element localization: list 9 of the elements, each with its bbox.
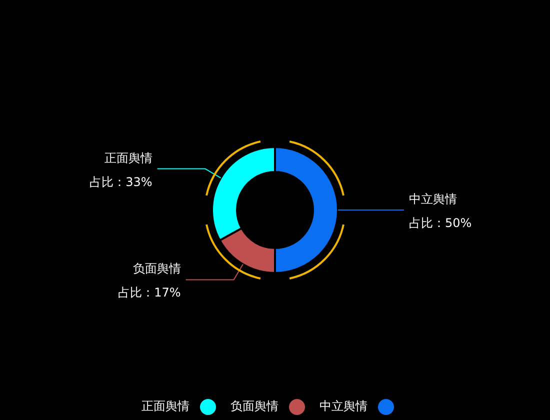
legend-label: 负面舆情	[230, 398, 278, 415]
slice-label: 负面舆情	[132, 262, 181, 276]
legend-label: 正面舆情	[142, 398, 190, 415]
slice-label: 中立舆情	[409, 192, 457, 206]
slice-label: 正面舆情	[104, 150, 152, 165]
data-label: 占比：17%	[118, 286, 181, 300]
data-label: 占比：50%	[409, 216, 472, 230]
data-label: 占比：33%	[90, 174, 152, 189]
legend-label: 中立舆情	[320, 398, 368, 415]
